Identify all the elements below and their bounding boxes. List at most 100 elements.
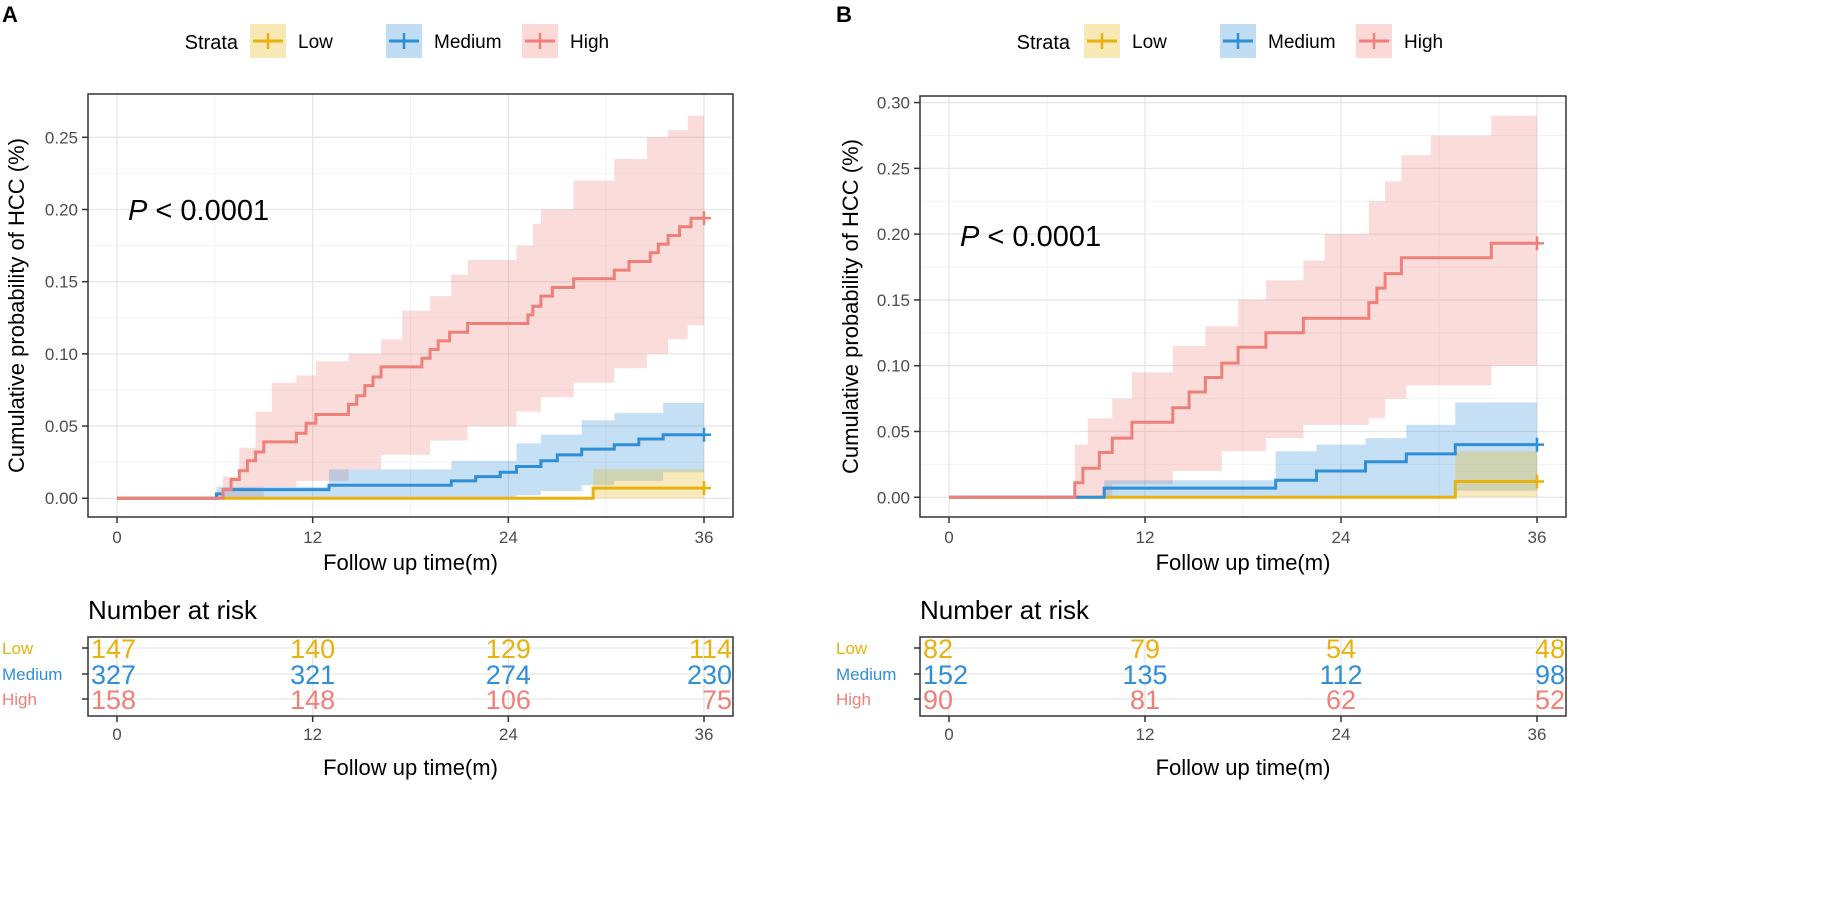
p-value-symbol: P xyxy=(960,221,980,253)
x-tick-label: 24 xyxy=(499,528,518,547)
y-tick-label: 0.00 xyxy=(45,489,78,508)
y-tick-label: 0.10 xyxy=(877,357,910,376)
legend-title: Strata xyxy=(185,32,239,54)
risk-count-medium: 112 xyxy=(1319,660,1362,690)
risk-count-medium: 135 xyxy=(1122,660,1167,690)
risk-count-low: 114 xyxy=(689,634,732,664)
risk-table: Number at risk Low 147 140 129 114 Medium 327 32… xyxy=(2,595,734,780)
km-curve-medium xyxy=(117,433,704,500)
y-tick-label: 0.15 xyxy=(877,291,910,310)
risk-x-tick-label: 12 xyxy=(303,725,322,744)
y-tick-label: 0.05 xyxy=(45,417,78,436)
p-value-annotation: P < 0.0001 xyxy=(128,195,269,227)
risk-table-frame xyxy=(87,636,734,717)
legend: Strata Low Medium High xyxy=(1017,24,1443,58)
risk-row-label-medium: Medium xyxy=(836,665,896,684)
confidence-band-medium xyxy=(1104,402,1537,498)
risk-count-medium: 327 xyxy=(91,660,136,690)
risk-count-low: 48 xyxy=(1535,634,1565,664)
risk-row-label-low: Low xyxy=(836,639,868,658)
risk-count-low: 54 xyxy=(1326,634,1356,664)
panel-label: B xyxy=(836,2,852,27)
risk-count-low: 140 xyxy=(290,634,335,664)
y-tick-label: 0.25 xyxy=(877,159,910,178)
risk-count-medium: 230 xyxy=(687,660,732,690)
risk-x-tick-label: 36 xyxy=(695,725,714,744)
risk-count-medium: 152 xyxy=(923,660,968,690)
risk-count-high: 158 xyxy=(91,685,136,715)
risk-x-axis-title: Follow up time(m) xyxy=(1156,755,1331,780)
plot-frame xyxy=(919,95,1567,518)
risk-count-low: 129 xyxy=(486,634,531,664)
y-tick-label: 0.20 xyxy=(877,225,910,244)
confidence-band-high xyxy=(223,111,704,499)
x-tick-label: 12 xyxy=(1136,528,1155,547)
risk-count-low: 147 xyxy=(91,634,136,664)
risk-row-label-low: Low xyxy=(2,639,34,658)
risk-count-high: 52 xyxy=(1535,685,1565,715)
panel-label: A xyxy=(2,2,18,27)
risk-table-background xyxy=(920,637,1566,716)
p-value-text: < 0.0001 xyxy=(147,195,269,227)
confidence-band-low xyxy=(219,469,704,499)
y-tick-label: 0.30 xyxy=(877,94,910,113)
legend-label-high: High xyxy=(1404,32,1443,53)
risk-x-tick-label: 12 xyxy=(1136,725,1155,744)
p-value-symbol: P xyxy=(128,195,148,227)
y-tick-label: 0.05 xyxy=(877,422,910,441)
risk-count-high: 62 xyxy=(1326,685,1356,715)
p-value-text: < 0.0001 xyxy=(979,221,1101,253)
y-tick-label: 0.20 xyxy=(45,200,78,219)
panel-a: A Strata Low Medium High 0.00 0.05 0.10 0.15 0.20… xyxy=(2,2,734,780)
y-tick-label: 0.15 xyxy=(45,273,78,292)
x-tick-label: 12 xyxy=(303,528,322,547)
risk-x-tick-label: 36 xyxy=(1528,725,1547,744)
y-tick-label: 0.00 xyxy=(877,488,910,507)
km-curve-high xyxy=(949,241,1537,499)
risk-count-high: 148 xyxy=(290,685,335,715)
p-value-annotation: P < 0.0001 xyxy=(960,221,1101,253)
risk-table: Number at risk Low 82 79 54 48 Medium 152 135 112… xyxy=(836,595,1567,780)
risk-count-high: 75 xyxy=(702,685,732,715)
risk-count-medium: 321 xyxy=(290,660,335,690)
risk-table-title: Number at risk xyxy=(920,595,1090,625)
risk-count-low: 82 xyxy=(923,634,953,664)
confidence-band-medium xyxy=(216,402,704,499)
legend-label-high: High xyxy=(570,32,609,53)
x-tick-label: 24 xyxy=(1332,528,1351,547)
risk-table-background xyxy=(88,637,733,716)
legend-title: Strata xyxy=(1017,32,1071,54)
risk-count-low: 79 xyxy=(1130,634,1160,664)
x-tick-label: 0 xyxy=(944,528,953,547)
km-curve-medium xyxy=(949,443,1537,499)
x-axis-title: Follow up time(m) xyxy=(1156,550,1331,575)
legend: Strata Low Medium High xyxy=(185,24,609,58)
risk-count-medium: 274 xyxy=(486,660,531,690)
y-tick-label: 0.25 xyxy=(45,128,78,147)
x-axis-title: Follow up time(m) xyxy=(323,550,498,575)
risk-table-frame xyxy=(919,636,1567,717)
plot-area: 0.00 0.05 0.10 0.15 0.20 0.25 0 12 24 36 xyxy=(45,93,734,547)
confidence-band-low xyxy=(1109,451,1537,498)
plot-area: 0.00 0.05 0.10 0.15 0.20 0.25 0.30 0 12 24 36 xyxy=(877,94,1567,547)
risk-row-label-medium: Medium xyxy=(2,665,62,684)
risk-x-tick-label: 24 xyxy=(499,725,518,744)
risk-count-high: 81 xyxy=(1130,685,1160,715)
risk-row-label-high: High xyxy=(836,690,871,709)
risk-row-label-high: High xyxy=(2,690,37,709)
legend-label-low: Low xyxy=(298,32,333,53)
x-tick-label: 36 xyxy=(695,528,714,547)
risk-table-title: Number at risk xyxy=(88,595,258,625)
plot-frame xyxy=(87,93,734,518)
y-tick-label: 0.10 xyxy=(45,345,78,364)
legend-label-medium: Medium xyxy=(434,32,502,53)
risk-x-tick-label: 24 xyxy=(1332,725,1351,744)
y-axis-title: Cumulative probability of HCC (%) xyxy=(4,138,29,473)
x-tick-label: 0 xyxy=(112,528,121,547)
y-axis-title: Cumulative probability of HCC (%) xyxy=(838,139,863,474)
panel-b: B Strata Low Medium High 0.00 0.05 0.10 0.15 0.20… xyxy=(836,2,1567,780)
risk-count-high: 90 xyxy=(923,685,953,715)
risk-x-tick-label: 0 xyxy=(112,725,121,744)
x-tick-label: 36 xyxy=(1528,528,1547,547)
